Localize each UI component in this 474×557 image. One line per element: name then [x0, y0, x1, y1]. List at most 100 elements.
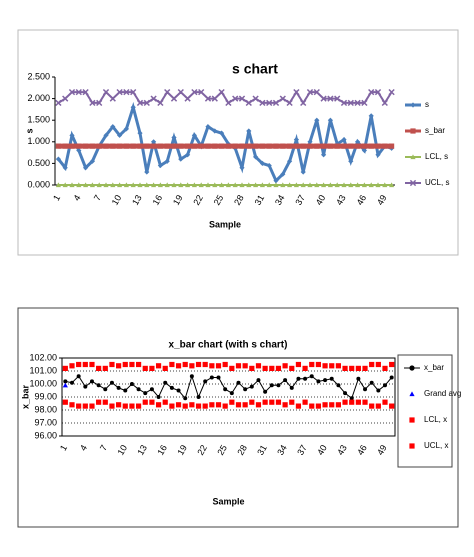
marker: [249, 399, 255, 405]
marker: [252, 95, 259, 102]
marker: [327, 95, 334, 102]
marker: [123, 143, 129, 149]
marker: [222, 403, 228, 409]
marker: [96, 399, 102, 405]
marker: [289, 385, 294, 390]
marker: [191, 88, 198, 96]
marker: [389, 182, 395, 188]
x-axis-label: Sample: [209, 219, 241, 229]
marker: [202, 361, 208, 368]
marker: [69, 143, 75, 149]
marker: [249, 384, 254, 389]
marker: [287, 143, 293, 149]
x-axis-label: Sample: [212, 496, 244, 506]
marker: [116, 88, 123, 96]
marker: [334, 143, 340, 149]
marker: [355, 399, 361, 405]
marker: [102, 88, 110, 96]
marker: [62, 143, 68, 149]
marker: [239, 143, 245, 149]
marker: [334, 95, 341, 102]
marker: [123, 88, 130, 96]
marker: [69, 380, 74, 385]
marker: [243, 387, 248, 392]
marker: [211, 95, 218, 102]
marker: [238, 95, 246, 102]
marker: [109, 403, 115, 409]
marker: [89, 158, 95, 164]
marker: [340, 99, 348, 107]
x-tick-label: 7: [92, 193, 103, 202]
marker: [329, 376, 334, 381]
x-tick-label: 4: [78, 443, 89, 452]
marker: [321, 182, 327, 188]
marker: [361, 147, 367, 154]
marker: [293, 143, 299, 149]
marker: [76, 147, 82, 154]
marker: [204, 95, 212, 102]
marker: [347, 99, 354, 107]
y-tick-label: 2.000: [27, 93, 50, 103]
marker: [144, 143, 150, 149]
marker: [142, 399, 148, 405]
marker: [149, 387, 154, 392]
marker: [327, 182, 333, 188]
marker: [75, 88, 82, 96]
legend-label: UCL, s: [425, 178, 449, 187]
marker: [109, 95, 116, 102]
marker: [176, 388, 181, 393]
marker: [178, 156, 184, 162]
marker: [212, 143, 218, 149]
marker: [300, 169, 306, 175]
marker: [232, 182, 238, 188]
marker: [76, 182, 82, 188]
marker: [150, 95, 157, 102]
marker: [225, 99, 232, 107]
marker: [280, 171, 286, 177]
chart-frame: [17, 29, 459, 256]
marker: [303, 376, 308, 381]
marker: [196, 395, 201, 399]
marker: [275, 365, 282, 371]
marker: [164, 182, 170, 188]
marker: [242, 363, 248, 369]
marker: [189, 402, 195, 408]
marker: [410, 128, 416, 134]
marker: [96, 182, 102, 188]
marker: [293, 137, 299, 143]
marker: [321, 152, 327, 158]
marker: [321, 143, 327, 149]
marker: [62, 182, 68, 188]
marker: [62, 95, 69, 102]
marker: [116, 363, 122, 369]
marker: [369, 361, 375, 368]
marker: [362, 399, 368, 405]
y-tick-label: 0.000: [27, 179, 50, 189]
marker: [225, 143, 231, 149]
x-tick-label: 13: [130, 193, 144, 207]
marker: [374, 88, 382, 96]
y-axis-label: x_bar: [20, 385, 30, 410]
marker: [232, 143, 238, 149]
marker: [229, 399, 235, 405]
marker: [89, 379, 94, 384]
marker: [205, 143, 211, 149]
marker: [327, 143, 333, 149]
marker: [256, 378, 261, 383]
marker: [185, 143, 191, 149]
marker: [149, 399, 155, 405]
marker: [142, 365, 148, 371]
marker: [135, 403, 142, 409]
marker: [184, 95, 191, 102]
marker: [215, 363, 222, 369]
marker: [164, 158, 170, 164]
y-tick-label: 2.500: [27, 71, 50, 81]
marker: [255, 402, 262, 408]
marker: [286, 99, 293, 107]
marker: [388, 88, 395, 96]
x-tick-label: 40: [314, 193, 328, 207]
marker: [273, 143, 279, 149]
marker: [355, 139, 361, 145]
marker: [162, 365, 168, 371]
marker: [109, 361, 115, 368]
